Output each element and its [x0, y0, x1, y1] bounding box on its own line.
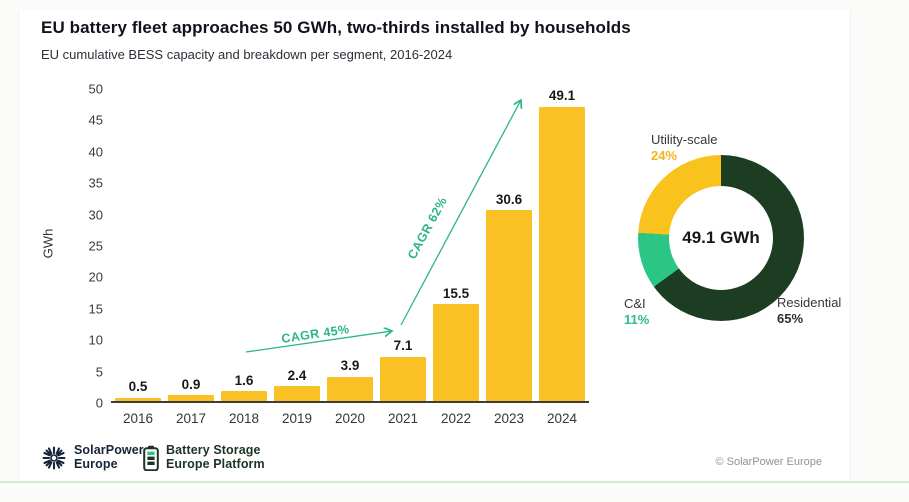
y-tick-label: 45 [88, 112, 103, 128]
x-axis-label: 2022 [440, 411, 472, 426]
bar-2019: 2.4 [274, 89, 320, 401]
bar-value-label: 7.1 [393, 338, 413, 354]
bar-2018: 1.6 [221, 89, 267, 401]
logo-text-line1: Battery Storage [166, 443, 261, 457]
bar-2024: 49.1 [539, 89, 585, 401]
y-tick-label: 30 [88, 207, 103, 223]
x-axis-label: 2020 [334, 411, 366, 426]
y-axis-ticks: 0 5 10 15 20 25 30 35 40 45 50 [57, 83, 103, 410]
bar-rect [539, 106, 585, 401]
y-tick-label: 5 [95, 364, 103, 380]
bar-rect [433, 304, 479, 401]
segment-percent: 65% [777, 311, 804, 327]
logo-text-line2: Europe [74, 456, 118, 471]
battery-storage-platform-logo: Battery Storage Europe Platform [143, 443, 265, 472]
chart-card: EU battery fleet approaches 50 GWh, two-… [18, 10, 851, 480]
logo-text-line1: SolarPower [74, 443, 144, 457]
bar-2022: 15.5 [433, 89, 479, 401]
x-axis-labels: 2016 2017 2018 2019 2020 2021 2022 2023 2024 [111, 411, 589, 426]
bar-rect [168, 395, 214, 401]
segment-name: Utility-scale [651, 132, 718, 147]
bar-plot-area: 0.5 0.9 1.6 2.4 3.9 7.1 15.5 30.6 49.1 CAGR 45% … [111, 89, 589, 403]
x-axis-label: 2021 [387, 411, 419, 426]
bar-value-label: 3.9 [340, 358, 360, 374]
bar-2020: 3.9 [327, 89, 373, 401]
copyright-text: © SolarPower Europe [715, 456, 822, 468]
x-axis-label: 2019 [281, 411, 313, 426]
bars-container: 0.5 0.9 1.6 2.4 3.9 7.1 15.5 30.6 49.1 [111, 89, 589, 401]
segment-name: C&I [624, 296, 646, 311]
donut-center-label: 49.1 GWh [682, 228, 760, 247]
x-axis-label: 2024 [546, 411, 578, 426]
bar-value-label: 0.9 [181, 376, 201, 392]
y-tick-label: 35 [88, 175, 103, 191]
y-tick-label: 15 [88, 301, 103, 317]
bar-value-label: 0.5 [128, 379, 148, 395]
bar-2016: 0.5 [115, 89, 161, 401]
page-title: EU battery fleet approaches 50 GWh, two-… [41, 18, 631, 37]
donut-label-residential: Residential 65% [777, 295, 841, 328]
bar-value-label: 15.5 [442, 285, 470, 301]
x-axis-label: 2023 [493, 411, 525, 426]
bar-value-label: 2.4 [287, 367, 307, 383]
segment-percent: 11% [624, 312, 650, 328]
donut-ring [638, 155, 804, 321]
y-tick-label: 20 [88, 269, 103, 285]
bar-rect [115, 397, 161, 401]
bar-rect [221, 391, 267, 401]
logo-text-line2: Europe Platform [166, 456, 265, 471]
bar-rect [274, 386, 320, 401]
bar-2021: 7.1 [380, 89, 426, 401]
x-axis-label: 2018 [228, 411, 260, 426]
x-axis-label: 2016 [122, 411, 154, 426]
bar-2017: 0.9 [168, 89, 214, 401]
y-tick-label: 25 [88, 238, 103, 254]
bar-value-label: 30.6 [495, 191, 523, 207]
sunburst-icon [42, 446, 66, 470]
bar-rect [327, 376, 373, 401]
battery-icon [143, 445, 159, 471]
bar-value-label: 49.1 [548, 88, 576, 103]
donut-label-utility-scale: Utility-scale 24% [651, 132, 717, 165]
y-axis-title: GWh [40, 228, 56, 259]
y-tick-label: 40 [88, 144, 103, 160]
y-tick-label: 50 [88, 81, 103, 97]
y-tick-label: 0 [95, 395, 103, 411]
bottom-accent-line [0, 481, 909, 483]
page-subtitle: EU cumulative BESS capacity and breakdow… [41, 47, 453, 62]
bar-rect [486, 210, 532, 401]
y-tick-label: 10 [88, 332, 103, 348]
bar-value-label: 1.6 [234, 372, 254, 388]
segment-percent: 24% [651, 148, 678, 164]
segment-name: Residential [777, 295, 842, 310]
bar-rect [380, 356, 426, 401]
donut-label-ci: C&I 11% [624, 296, 649, 329]
bar-2023: 30.6 [486, 89, 532, 401]
solarpower-europe-logo: SolarPower Europe [41, 443, 144, 472]
x-axis-label: 2017 [175, 411, 207, 426]
